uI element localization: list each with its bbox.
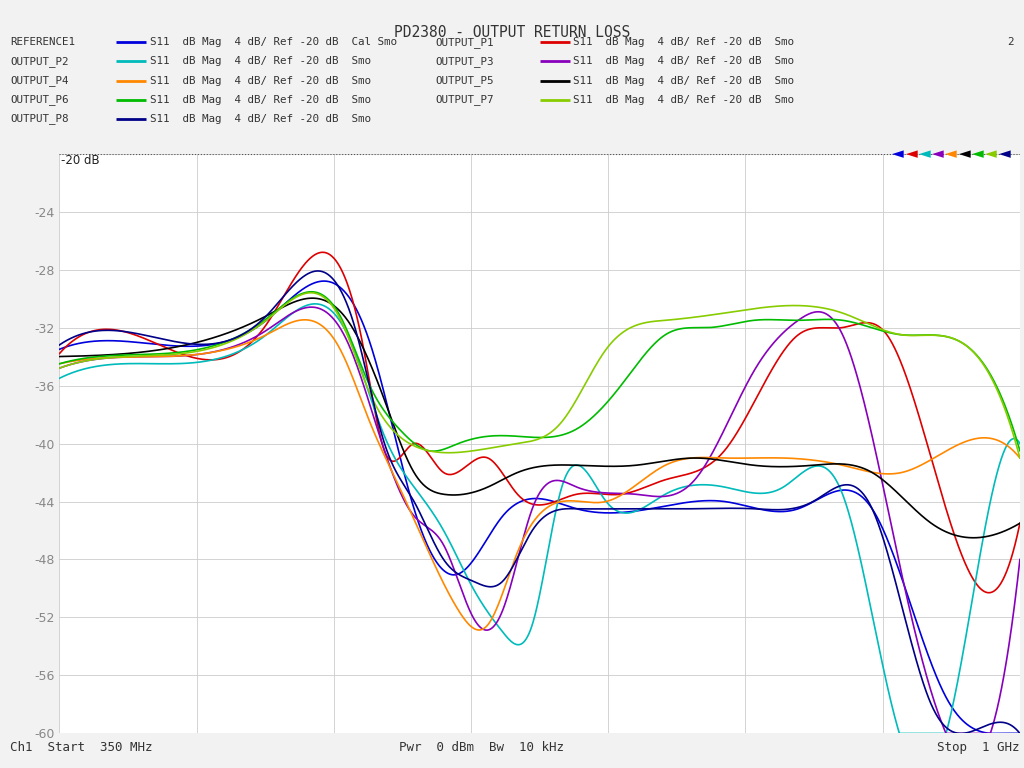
Text: OUTPUT_P7: OUTPUT_P7: [435, 94, 494, 105]
Text: S11  dB Mag  4 dB/ Ref -20 dB  Smo: S11 dB Mag 4 dB/ Ref -20 dB Smo: [573, 94, 795, 105]
Text: -20 dB: -20 dB: [61, 154, 100, 167]
Text: ◄: ◄: [972, 146, 984, 161]
Text: S11  dB Mag  4 dB/ Ref -20 dB  Cal Smo: S11 dB Mag 4 dB/ Ref -20 dB Cal Smo: [150, 37, 396, 48]
Text: OUTPUT_P6: OUTPUT_P6: [10, 94, 69, 105]
Text: ◄: ◄: [998, 146, 1011, 161]
Text: ◄: ◄: [892, 146, 904, 161]
Text: ◄: ◄: [919, 146, 931, 161]
Text: Ch1  Start  350 MHz: Ch1 Start 350 MHz: [10, 741, 153, 754]
Text: ◄: ◄: [905, 146, 918, 161]
Text: S11  dB Mag  4 dB/ Ref -20 dB  Smo: S11 dB Mag 4 dB/ Ref -20 dB Smo: [573, 37, 795, 48]
Text: OUTPUT_P5: OUTPUT_P5: [435, 75, 494, 86]
Text: ◄: ◄: [932, 146, 944, 161]
Text: S11  dB Mag  4 dB/ Ref -20 dB  Smo: S11 dB Mag 4 dB/ Ref -20 dB Smo: [573, 75, 795, 86]
Text: PD2380 - OUTPUT RETURN LOSS: PD2380 - OUTPUT RETURN LOSS: [394, 25, 630, 40]
Text: OUTPUT_P2: OUTPUT_P2: [10, 56, 69, 67]
Text: OUTPUT_P4: OUTPUT_P4: [10, 75, 69, 86]
Text: Pwr  0 dBm  Bw  10 kHz: Pwr 0 dBm Bw 10 kHz: [399, 741, 564, 754]
Text: S11  dB Mag  4 dB/ Ref -20 dB  Smo: S11 dB Mag 4 dB/ Ref -20 dB Smo: [150, 114, 371, 124]
Text: 2: 2: [1008, 37, 1014, 48]
Text: OUTPUT_P1: OUTPUT_P1: [435, 37, 494, 48]
Text: S11  dB Mag  4 dB/ Ref -20 dB  Smo: S11 dB Mag 4 dB/ Ref -20 dB Smo: [150, 94, 371, 105]
Text: REFERENCE1: REFERENCE1: [10, 37, 75, 48]
Text: Stop  1 GHz: Stop 1 GHz: [937, 741, 1020, 754]
Text: ◄: ◄: [945, 146, 957, 161]
Text: ◄: ◄: [958, 146, 971, 161]
Text: OUTPUT_P8: OUTPUT_P8: [10, 114, 69, 124]
Text: S11  dB Mag  4 dB/ Ref -20 dB  Smo: S11 dB Mag 4 dB/ Ref -20 dB Smo: [150, 75, 371, 86]
Text: ◄: ◄: [985, 146, 997, 161]
Text: S11  dB Mag  4 dB/ Ref -20 dB  Smo: S11 dB Mag 4 dB/ Ref -20 dB Smo: [150, 56, 371, 67]
Text: OUTPUT_P3: OUTPUT_P3: [435, 56, 494, 67]
Text: S11  dB Mag  4 dB/ Ref -20 dB  Smo: S11 dB Mag 4 dB/ Ref -20 dB Smo: [573, 56, 795, 67]
